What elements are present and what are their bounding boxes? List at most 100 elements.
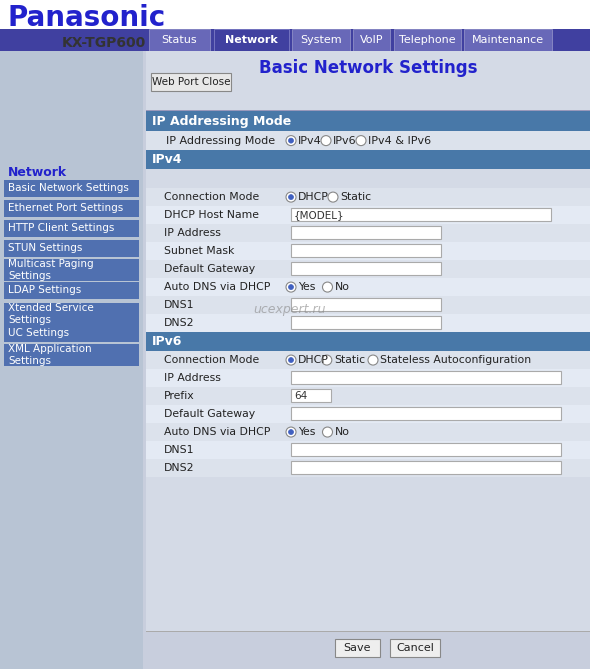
Circle shape (368, 355, 378, 365)
Text: IPv4: IPv4 (152, 153, 182, 166)
Bar (4, 219, 139, 237)
Bar (394, 29, 461, 51)
Bar (291, 443, 561, 456)
Text: DHCP: DHCP (298, 355, 329, 365)
Bar (146, 278, 590, 296)
Bar (0, 29, 590, 51)
Bar (353, 29, 390, 51)
Bar (146, 631, 590, 669)
Bar (291, 371, 561, 384)
Bar (146, 369, 590, 387)
Text: IP Address: IP Address (164, 373, 221, 383)
Bar (146, 314, 590, 332)
Bar (4, 199, 139, 217)
Text: Static: Static (340, 192, 371, 202)
Circle shape (323, 282, 333, 292)
Text: DNS2: DNS2 (164, 463, 195, 473)
Bar (390, 639, 440, 657)
Bar (0, 51, 143, 669)
Circle shape (289, 357, 293, 363)
Circle shape (286, 282, 296, 292)
Text: VoIP: VoIP (360, 35, 384, 45)
Text: LDAP Settings: LDAP Settings (8, 285, 81, 295)
Bar (146, 188, 590, 206)
Text: Static: Static (334, 355, 365, 365)
Text: No: No (335, 427, 349, 437)
Bar (146, 110, 590, 111)
Bar (146, 631, 590, 632)
Bar (146, 387, 590, 405)
Circle shape (289, 138, 293, 143)
Circle shape (286, 427, 296, 437)
Text: Auto DNS via DHCP: Auto DNS via DHCP (164, 427, 270, 437)
Circle shape (286, 355, 296, 365)
Bar (335, 639, 380, 657)
Text: Yes: Yes (298, 282, 316, 292)
Bar (146, 296, 590, 314)
Bar (291, 316, 441, 329)
Text: Network: Network (225, 35, 277, 45)
Bar (149, 29, 210, 51)
Bar (146, 405, 590, 423)
Text: Stateless Autoconfiguration: Stateless Autoconfiguration (380, 355, 531, 365)
Bar (291, 262, 441, 275)
Text: Maintenance: Maintenance (472, 35, 544, 45)
Text: ucexpert.ru: ucexpert.ru (254, 302, 326, 316)
Circle shape (321, 136, 331, 146)
Text: Ethernet Port Settings: Ethernet Port Settings (8, 203, 123, 213)
Text: Auto DNS via DHCP: Auto DNS via DHCP (164, 282, 270, 292)
Circle shape (322, 355, 332, 365)
Text: Yes: Yes (298, 427, 316, 437)
Text: Status: Status (162, 35, 197, 45)
Text: XML Application
Settings: XML Application Settings (8, 345, 91, 366)
Bar (146, 131, 590, 150)
Bar (146, 242, 590, 260)
Text: KX-TGP600: KX-TGP600 (62, 36, 146, 50)
Text: HTTP Client Settings: HTTP Client Settings (8, 223, 114, 233)
Text: Multicast Paging
Settings: Multicast Paging Settings (8, 260, 94, 281)
Bar (146, 224, 590, 242)
Text: Telephone: Telephone (399, 35, 456, 45)
Bar (146, 441, 590, 459)
Bar (4, 344, 139, 366)
Text: IPv6: IPv6 (152, 335, 182, 348)
Text: Basic Network Settings: Basic Network Settings (8, 183, 129, 193)
Circle shape (286, 192, 296, 202)
Text: Network: Network (8, 166, 67, 179)
Bar (151, 73, 231, 91)
Bar (291, 407, 561, 420)
Bar (146, 206, 590, 224)
Text: Prefix: Prefix (164, 391, 195, 401)
Text: DHCP Host Name: DHCP Host Name (164, 210, 259, 220)
Bar (0, 0, 590, 50)
Bar (146, 423, 590, 441)
Circle shape (289, 284, 293, 290)
Text: Connection Mode: Connection Mode (164, 355, 259, 365)
Bar (291, 226, 441, 239)
Bar (214, 29, 289, 51)
Text: DNS1: DNS1 (164, 445, 195, 455)
Text: IP Addressing Mode: IP Addressing Mode (166, 136, 275, 146)
Bar (146, 260, 590, 278)
Text: IPv4: IPv4 (298, 136, 322, 146)
Bar (291, 208, 551, 221)
Text: STUN Settings: STUN Settings (8, 243, 83, 253)
Bar (146, 459, 590, 477)
Bar (4, 303, 139, 325)
Circle shape (328, 192, 338, 202)
Bar (291, 244, 441, 257)
Bar (214, 29, 289, 51)
Circle shape (356, 136, 366, 146)
Bar (292, 29, 350, 51)
Text: Panasonic: Panasonic (8, 4, 166, 32)
Text: Subnet Mask: Subnet Mask (164, 246, 234, 256)
Bar (291, 461, 561, 474)
Bar (146, 351, 590, 369)
Bar (4, 240, 139, 257)
Bar (146, 332, 590, 351)
Text: IPv4 & IPv6: IPv4 & IPv6 (368, 136, 431, 146)
Text: System: System (300, 35, 342, 45)
Bar (146, 51, 590, 669)
Text: UC Settings: UC Settings (8, 328, 69, 338)
Text: Save: Save (344, 643, 371, 653)
